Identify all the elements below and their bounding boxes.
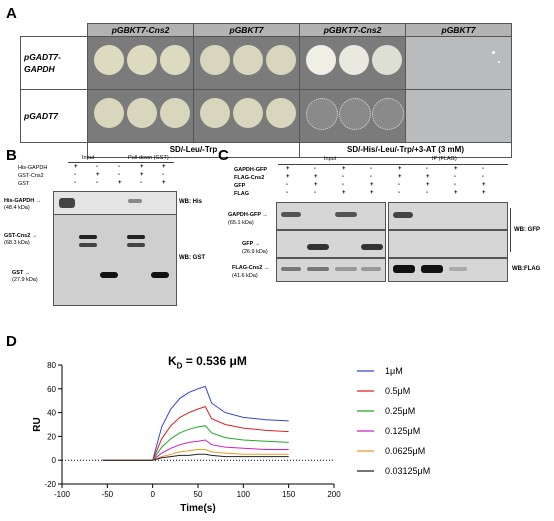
plate-empty-empty-selective xyxy=(405,89,512,143)
marker-flag-cns2: FLAG-Cns2 → (41.6 kDa) xyxy=(232,265,270,279)
colony xyxy=(266,45,296,75)
series-line xyxy=(102,449,289,461)
legend-label: 0.125μM xyxy=(385,426,420,436)
plate-empty-cns2-sd xyxy=(87,89,194,143)
y-tick-label: 80 xyxy=(47,361,56,370)
marker-gst: GST → (27.9 kDa) xyxy=(12,270,38,283)
y-axis-label: RU xyxy=(32,417,43,431)
blot-c-input-flag xyxy=(276,258,386,282)
panel-d-label: D xyxy=(6,333,17,350)
b-row-labels: His-GAPDH GST-Cns2 GST xyxy=(18,165,48,187)
y-tick-label: 60 xyxy=(47,385,56,394)
band xyxy=(128,199,142,203)
row-label-pgadt7: pGADT7 xyxy=(20,89,88,143)
y-tick-label: -20 xyxy=(44,480,56,489)
header-pgbkt7-cns2-2: pGBKT7-Cns2 xyxy=(299,23,406,37)
x-tick-label: 100 xyxy=(237,490,251,499)
marker-gst-cns2: GST-Cns2 → (68.3 kDa) xyxy=(4,233,38,246)
blot-c-ip-flag xyxy=(388,258,508,282)
plate-gapdh-cns2-selective xyxy=(299,36,406,90)
header-pgbkt7-cns2-1: pGBKT7-Cns2 xyxy=(87,23,194,37)
blot-c-ip-gapdhgfp xyxy=(388,202,508,230)
x-tick-label: 50 xyxy=(194,490,203,499)
b-group-input: Input xyxy=(82,155,95,161)
row-label-gapdh: pGADT7- GAPDH xyxy=(20,36,88,90)
panel-c-label: C xyxy=(218,147,229,164)
legend-label: 0.5μM xyxy=(385,386,410,396)
x-tick-label: -100 xyxy=(54,490,71,499)
c-group-ip: IP (FLAG) xyxy=(432,156,457,162)
c-group-input: Input xyxy=(324,156,337,162)
x-tick-label: 150 xyxy=(282,490,296,499)
panel-a-label: A xyxy=(6,5,17,22)
y-tick-label: 40 xyxy=(47,409,56,418)
marker-gapdh-gfp: GAPDH-GFP → (65.1 kDa) xyxy=(228,212,268,226)
marker-gfp: GFP → (26.9 kDa) xyxy=(242,241,268,255)
plate-gapdh-cns2-sd xyxy=(87,36,194,90)
x-axis-label: Time(s) xyxy=(180,503,215,514)
wb-gst: WB: GST xyxy=(179,255,205,261)
legend-label: 0.25μM xyxy=(385,406,415,416)
blot-c-input-gapdhgfp xyxy=(276,202,386,230)
plate-gapdh-empty-sd xyxy=(193,36,300,90)
series-line xyxy=(102,385,289,461)
plate-empty-empty-sd xyxy=(193,89,300,143)
colony xyxy=(160,45,190,75)
yeast-two-hybrid-table: pGBKT7-Cns2 pGBKT7 pGBKT7-Cns2 pGBKT7 pG… xyxy=(20,23,512,158)
colony xyxy=(94,45,124,75)
colony xyxy=(200,45,230,75)
medium-selective: SD/-His/-Leu/-Trp/+3-AT (3 mM) xyxy=(299,142,512,158)
series-line xyxy=(102,453,289,461)
colony xyxy=(233,45,263,75)
blot-c-ip-gfp xyxy=(388,230,508,258)
y-tick-label: 0 xyxy=(52,456,57,465)
c-sign-grid: + - + - + - + - + + - - + + - - - + - + - + - + - - + + - - + + xyxy=(286,166,486,196)
colony xyxy=(127,45,157,75)
colony xyxy=(372,45,402,75)
panel-b-label: B xyxy=(6,147,17,164)
c-row-labels: GAPDH-GFP FLAG-Cns2 GFP FLAG xyxy=(234,167,267,197)
legend-label: 1μM xyxy=(385,366,403,376)
b-group-pulldown: Pull-down (GST) xyxy=(128,155,169,161)
x-tick-label: 200 xyxy=(327,490,341,499)
header-pgbkt7-1: pGBKT7 xyxy=(193,23,300,37)
colony xyxy=(306,45,336,75)
plate-gapdh-empty-selective xyxy=(405,36,512,90)
wb-gfp: WB: GFP xyxy=(514,227,540,233)
x-tick-label: 0 xyxy=(150,490,155,499)
series-line xyxy=(102,405,289,461)
x-tick-label: -50 xyxy=(102,490,114,499)
medium-sd-leu-trp: SD/-Leu/-Trp xyxy=(87,142,300,158)
blot-b-gst xyxy=(53,214,177,306)
series-line xyxy=(102,439,289,461)
wb-his: WB: His xyxy=(179,199,202,205)
blot-c-input-gfp xyxy=(276,230,386,258)
band xyxy=(59,198,75,208)
blot-b-his xyxy=(53,191,177,215)
colony xyxy=(339,45,369,75)
plate-empty-cns2-selective xyxy=(299,89,406,143)
y-tick-label: 20 xyxy=(47,432,56,441)
b-sign-grid: + - - + + - + - + - - - + - + xyxy=(74,164,166,186)
series-line xyxy=(102,425,289,461)
marker-his-gapdh: His-GAPDH → (48.4 kDa) xyxy=(4,198,42,211)
legend-label: 0.03125μM xyxy=(385,466,430,476)
legend-label: 0.0625μM xyxy=(385,446,425,456)
wb-flag: WB:FLAG xyxy=(512,266,541,272)
kd-label: KD = 0.536 μM xyxy=(168,354,247,371)
